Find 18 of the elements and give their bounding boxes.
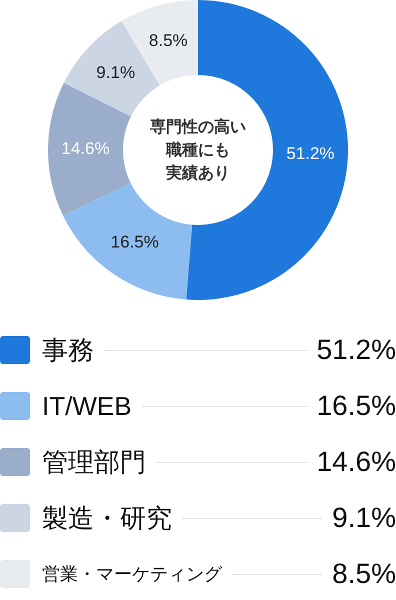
legend-label: 営業・マーケティング: [42, 563, 222, 586]
text: 8.5%: [332, 558, 396, 589]
text: 実績あり: [166, 163, 230, 184]
data-label: 51.2%: [286, 144, 335, 164]
data-label: 14.6%: [61, 139, 110, 158]
text: 専門性の高い: [150, 117, 246, 138]
legend-label: 管理部門: [42, 446, 146, 478]
legend-label: 製造・研究: [42, 502, 172, 534]
text: 16.5%: [316, 390, 396, 421]
legend-label: 事務: [42, 334, 94, 366]
text: 9.1%: [332, 502, 396, 533]
data-label: 8.5%: [148, 31, 188, 50]
text: 14.6%: [316, 446, 396, 477]
text: 51.2%: [316, 334, 396, 365]
data-label: 9.1%: [96, 63, 136, 82]
text: 職種にも: [166, 140, 230, 160]
data-label: 16.5%: [110, 232, 159, 252]
legend-label: IT/WEB: [42, 390, 132, 422]
